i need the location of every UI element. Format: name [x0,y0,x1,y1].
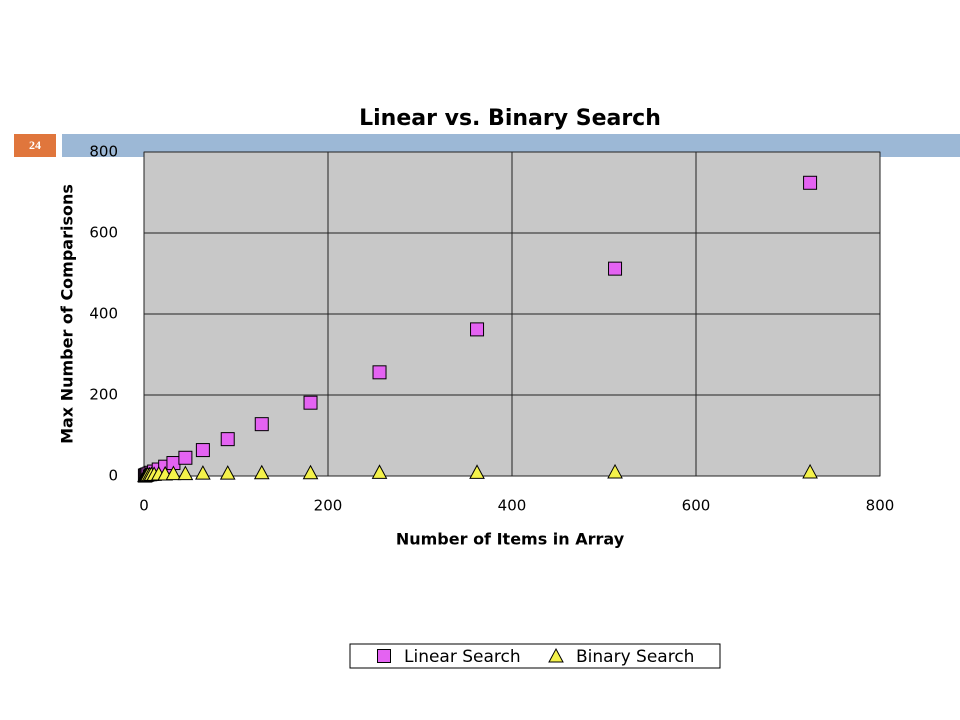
data-point [195,465,211,480]
header-bar [62,134,960,157]
data-point [608,261,623,276]
data-point [254,417,269,432]
data-point [219,465,236,480]
data-point [470,322,485,337]
data-point [253,464,270,480]
legend-marker [548,647,564,663]
y-tick-label: 600 [89,224,118,242]
legend-marker [377,649,391,663]
y-tick-label: 400 [89,305,118,323]
data-point [195,443,210,458]
x-tick-label: 800 [866,497,895,515]
slide-number-box [14,134,56,157]
data-point [302,464,319,480]
y-tick-label: 800 [89,143,118,161]
chart: Linear vs. Binary Search 0 200 400 600 800 0 20… [58,106,895,669]
x-tick-label: 200 [314,497,343,515]
data-point [165,465,182,481]
data-point [469,464,485,479]
y-tick-label: 200 [89,386,118,404]
legend-label: Linear Search [404,647,521,667]
data-point [802,463,818,479]
x-tick-label: 600 [682,497,711,515]
y-tick-label: 0 [108,467,118,485]
data-point [372,365,387,380]
x-tick-label: 400 [498,497,527,515]
data-point [220,432,235,447]
data-point [607,463,623,479]
legend-box [349,643,721,669]
data-point [803,175,818,190]
x-tick-label: 0 [139,497,149,515]
data-point [303,395,318,410]
slide-number: 24 [29,138,41,152]
x-axis-label: Number of Items in Array [396,530,625,549]
chart-title: Linear vs. Binary Search [359,106,661,131]
legend-label: Binary Search [576,647,694,667]
data-point [178,450,193,465]
data-point [371,464,388,479]
y-axis-label: Max Number of Comparisons [58,184,77,444]
data-point [177,465,194,481]
